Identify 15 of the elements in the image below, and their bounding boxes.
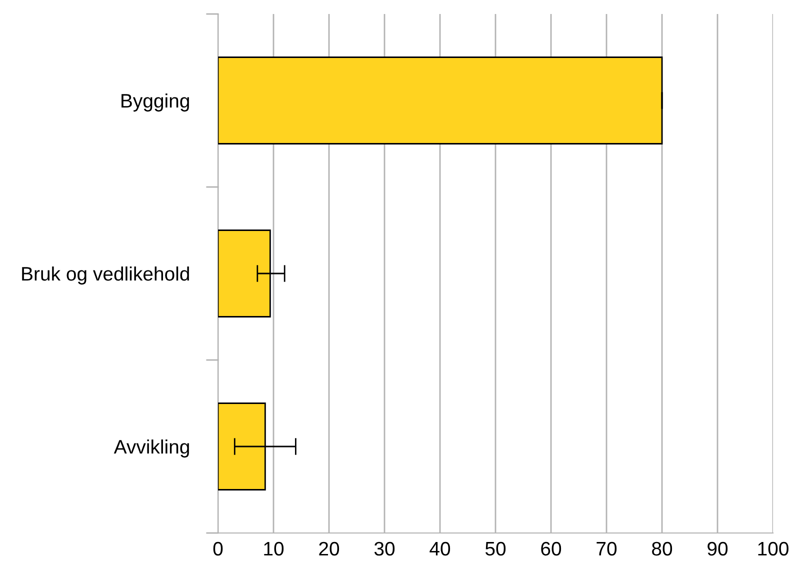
x-tick-label: 100 (758, 542, 788, 556)
x-tick-label: 70 (596, 542, 617, 556)
bar (218, 56, 663, 144)
x-tick-label: 20 (319, 542, 340, 556)
x-tick-label: 0 (213, 542, 223, 556)
x-tick-label: 30 (374, 542, 395, 556)
x-tick-label: 10 (264, 542, 284, 556)
x-tick-label: 40 (430, 542, 450, 556)
x-tick-label: 90 (708, 542, 728, 556)
y-tick-label: Avvikling (114, 439, 189, 458)
x-tick-label: 60 (541, 542, 562, 556)
x-tick-label: 80 (652, 542, 672, 556)
y-tick-label: Bruk og vedlikehold (22, 266, 189, 285)
x-tick-label: 50 (485, 542, 506, 556)
y-tick-label: Bygging (122, 93, 189, 112)
